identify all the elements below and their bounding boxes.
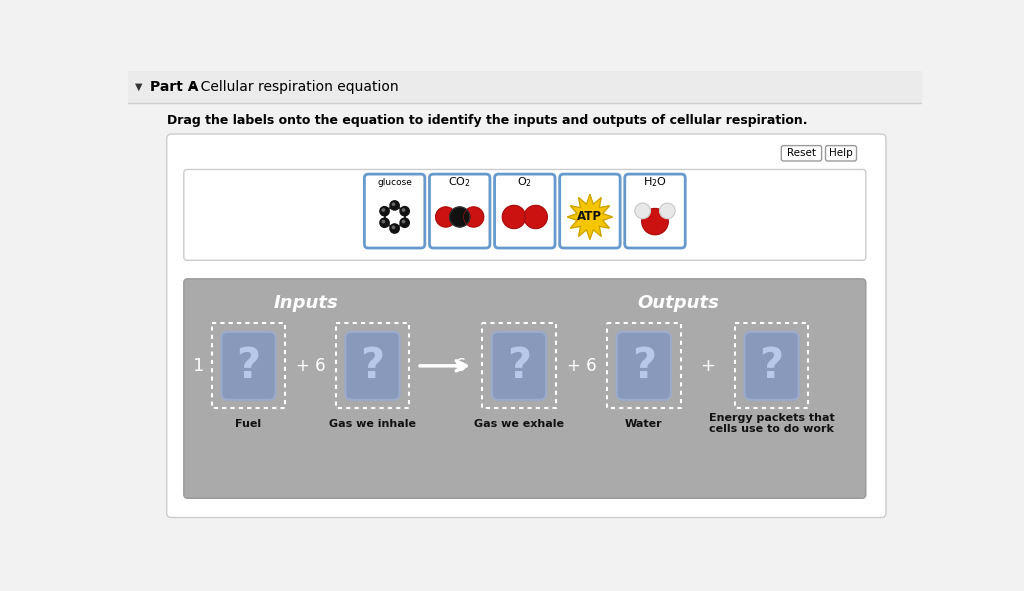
Text: Gas we exhale: Gas we exhale bbox=[474, 418, 564, 428]
Bar bbox=[128, 71, 922, 103]
FancyBboxPatch shape bbox=[625, 174, 685, 248]
Text: ?: ? bbox=[507, 345, 531, 387]
Text: + 6: + 6 bbox=[566, 357, 596, 375]
FancyBboxPatch shape bbox=[365, 174, 425, 248]
FancyBboxPatch shape bbox=[781, 145, 821, 161]
Circle shape bbox=[503, 206, 525, 229]
Text: Drag the labels onto the equation to identify the inputs and outputs of cellular: Drag the labels onto the equation to ide… bbox=[167, 115, 807, 128]
Circle shape bbox=[524, 206, 547, 229]
Circle shape bbox=[635, 203, 650, 219]
Text: CO$_2$: CO$_2$ bbox=[449, 176, 471, 190]
Circle shape bbox=[400, 207, 410, 216]
Circle shape bbox=[380, 207, 389, 216]
Text: ?: ? bbox=[237, 345, 260, 387]
FancyBboxPatch shape bbox=[495, 174, 555, 248]
Circle shape bbox=[390, 224, 399, 233]
Text: ▼: ▼ bbox=[135, 82, 142, 92]
Bar bbox=[336, 323, 410, 408]
Bar bbox=[482, 323, 556, 408]
Text: 1: 1 bbox=[193, 357, 204, 375]
Text: O$_2$: O$_2$ bbox=[517, 176, 532, 190]
Circle shape bbox=[392, 203, 394, 206]
FancyBboxPatch shape bbox=[183, 279, 866, 498]
Text: + 6: + 6 bbox=[296, 357, 326, 375]
Bar bbox=[607, 323, 681, 408]
Circle shape bbox=[659, 203, 675, 219]
Text: ATP: ATP bbox=[578, 210, 602, 223]
Bar bbox=[212, 323, 286, 408]
Circle shape bbox=[464, 207, 483, 227]
Text: Outputs: Outputs bbox=[637, 294, 719, 313]
Text: Part A: Part A bbox=[150, 80, 199, 94]
Circle shape bbox=[390, 201, 399, 210]
Circle shape bbox=[435, 207, 456, 227]
FancyBboxPatch shape bbox=[183, 170, 866, 261]
Text: Water: Water bbox=[625, 418, 663, 428]
FancyBboxPatch shape bbox=[492, 332, 546, 400]
Text: ?: ? bbox=[632, 345, 655, 387]
Text: Inputs: Inputs bbox=[273, 294, 339, 313]
Text: H$_2$O: H$_2$O bbox=[643, 176, 667, 190]
Text: +: + bbox=[700, 357, 715, 375]
Text: ?: ? bbox=[760, 345, 783, 387]
Text: Fuel: Fuel bbox=[236, 418, 261, 428]
FancyBboxPatch shape bbox=[744, 332, 799, 400]
Circle shape bbox=[382, 209, 385, 211]
Circle shape bbox=[402, 220, 404, 223]
Text: Reset: Reset bbox=[787, 148, 816, 158]
Polygon shape bbox=[567, 194, 612, 239]
FancyBboxPatch shape bbox=[345, 332, 399, 400]
Text: ?: ? bbox=[360, 345, 385, 387]
FancyBboxPatch shape bbox=[167, 134, 886, 518]
Text: 6: 6 bbox=[455, 357, 466, 375]
FancyBboxPatch shape bbox=[221, 332, 275, 400]
Circle shape bbox=[400, 218, 410, 228]
Circle shape bbox=[402, 209, 404, 211]
Circle shape bbox=[642, 209, 669, 235]
Circle shape bbox=[450, 207, 470, 227]
FancyBboxPatch shape bbox=[616, 332, 671, 400]
Bar bbox=[735, 323, 809, 408]
Text: Gas we inhale: Gas we inhale bbox=[329, 418, 416, 428]
Circle shape bbox=[380, 218, 389, 228]
FancyBboxPatch shape bbox=[560, 174, 621, 248]
Text: glucose: glucose bbox=[377, 178, 412, 187]
FancyBboxPatch shape bbox=[429, 174, 489, 248]
Text: - Cellular respiration equation: - Cellular respiration equation bbox=[187, 80, 398, 94]
FancyBboxPatch shape bbox=[825, 145, 856, 161]
Circle shape bbox=[392, 226, 394, 229]
Circle shape bbox=[382, 220, 385, 223]
Text: Help: Help bbox=[829, 148, 853, 158]
Text: Energy packets that
cells use to do work: Energy packets that cells use to do work bbox=[709, 413, 835, 434]
